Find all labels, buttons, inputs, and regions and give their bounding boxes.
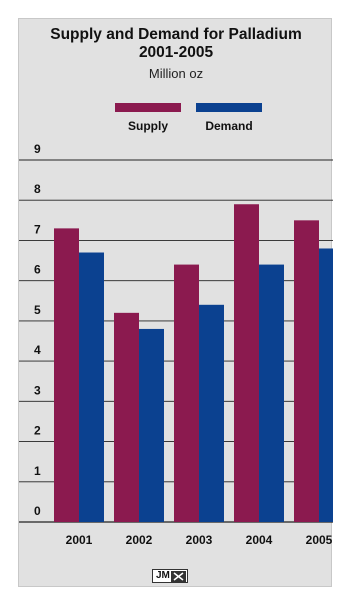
chart-card: Supply and Demand for Palladium 2001-200… bbox=[18, 18, 333, 587]
crossed-hammers-icon bbox=[171, 570, 186, 582]
bar-demand-2001 bbox=[79, 252, 104, 522]
jm-logo: JM bbox=[152, 569, 188, 583]
bar-demand-2004 bbox=[259, 264, 284, 522]
y-tick-label: 9 bbox=[34, 142, 41, 156]
bar-supply-2002 bbox=[114, 312, 139, 522]
x-tick-label: 2001 bbox=[66, 533, 93, 547]
x-tick-label: 2004 bbox=[246, 533, 273, 547]
legend-swatch-supply bbox=[115, 103, 181, 112]
plot-area: 0 1 2 3 4 5 6 7 8 9 2001 2002 2003 2004 2005 bbox=[19, 142, 333, 547]
chart-title-line-2: 2001-2005 bbox=[138, 44, 214, 61]
bar-demand-2002 bbox=[139, 328, 164, 522]
y-tick-label: 3 bbox=[34, 383, 41, 397]
y-tick-label: 2 bbox=[34, 424, 41, 438]
bar-supply-2003 bbox=[174, 264, 199, 522]
legend-swatch-demand bbox=[196, 103, 262, 112]
bar-supply-2005 bbox=[294, 220, 319, 523]
legend-label-supply: Supply bbox=[127, 119, 168, 133]
y-tick-label: 7 bbox=[34, 222, 41, 236]
y-tick-label: 0 bbox=[34, 504, 41, 518]
jm-logo-text: JM bbox=[156, 570, 170, 581]
y-tick-label: 5 bbox=[34, 303, 41, 317]
bar-demand-2005 bbox=[319, 248, 333, 522]
x-tick-label: 2005 bbox=[306, 533, 333, 547]
chart-title-line-1: Supply and Demand for Palladium bbox=[50, 26, 302, 43]
x-tick-label: 2003 bbox=[186, 533, 213, 547]
y-tick-label: 4 bbox=[34, 343, 41, 357]
y-tick-label: 6 bbox=[34, 263, 41, 277]
y-tick-label: 1 bbox=[34, 464, 41, 478]
x-tick-label: 2002 bbox=[126, 533, 153, 547]
chart-subtitle: Million oz bbox=[148, 66, 204, 81]
bar-supply-2004 bbox=[234, 204, 259, 522]
y-tick-label: 8 bbox=[34, 182, 41, 196]
bar-supply-2001 bbox=[54, 228, 79, 522]
legend-label-demand: Demand bbox=[205, 119, 253, 133]
bar-demand-2003 bbox=[199, 304, 224, 522]
